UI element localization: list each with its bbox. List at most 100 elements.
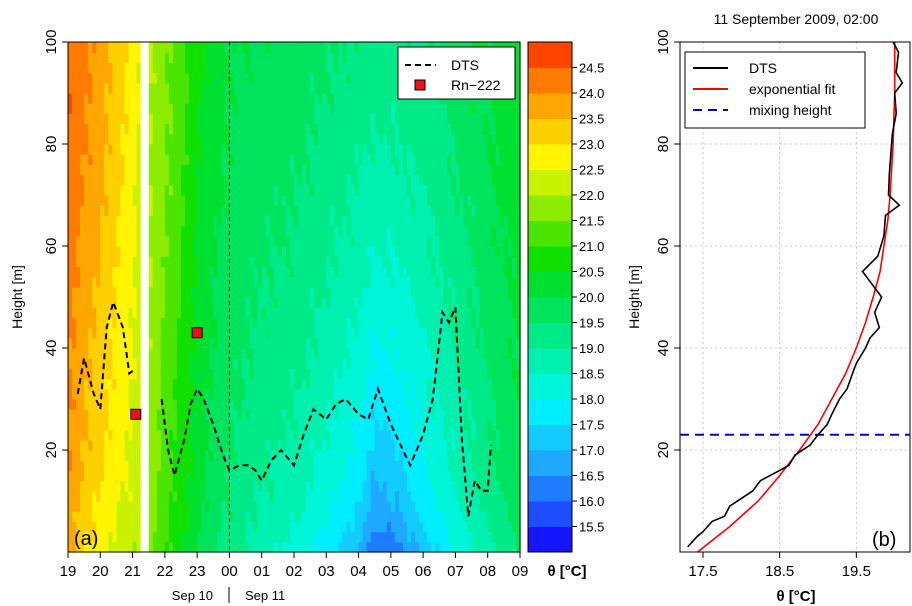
heatmap-cell [374,358,380,369]
heatmap-cell [181,541,186,553]
heatmap-cell [382,450,388,461]
heatmap-cell [415,378,420,390]
heatmap-cell [310,225,315,237]
heatmap-cell [435,103,440,114]
heatmap-cell [237,256,243,267]
heatmap-cell [181,358,186,369]
heatmap-cell [427,266,432,278]
heatmap-cell [168,42,174,53]
heatmap-cell [451,205,457,216]
heatmap-cell [419,409,424,420]
heatmap-cell [378,144,384,155]
heatmap-cell [213,490,218,502]
heatmap-cell [112,256,118,267]
heatmap-cell [108,235,113,247]
heatmap-cell [68,72,73,84]
heatmap-cell [447,348,452,359]
heatmap-cell [459,388,465,400]
heatmap-cell [411,246,416,257]
heatmap-cell [314,144,319,155]
heatmap-cell [402,164,408,176]
heatmap-cell [185,297,190,308]
heatmap-cell [140,337,146,349]
heatmap-cell [298,531,303,543]
heatmap-cell [310,82,315,94]
heatmap-cell [386,93,392,104]
heatmap-cell [374,470,380,482]
heatmap-cell [326,531,331,543]
heatmap-cell [156,429,162,441]
heatmap-cell [302,144,307,155]
heatmap-cell [225,93,231,104]
heatmap-cell [459,256,465,267]
heatmap-cell [160,348,166,359]
heatmap-cell [217,205,222,216]
heatmap-cell [245,388,251,400]
heatmap-cell [306,327,311,339]
heatmap-cell [398,409,404,420]
heatmap-cell [378,154,384,165]
heatmap-cell [205,93,210,104]
heatmap-cell [181,62,186,74]
heatmap-cell [398,174,404,186]
heatmap-cell [334,419,339,431]
heatmap-cell [88,52,93,63]
heatmap-cell [269,93,275,104]
heatmap-cell [80,195,85,206]
heatmap-cell [229,42,235,53]
heatmap-cell [209,307,214,318]
heatmap-cell [120,154,126,165]
heatmap-cell [326,388,331,400]
heatmap-cell [92,460,97,471]
heatmap-cell [306,399,311,410]
heatmap-cell [201,42,206,53]
heatmap-cell [193,144,198,155]
heatmap-cell [443,205,448,216]
heatmap-cell [419,276,424,288]
heatmap-cell [358,205,364,216]
heatmap-cell [112,317,118,329]
heatmap-cell [233,123,239,135]
heatmap-cell [112,72,118,84]
heatmap-cell [189,93,194,104]
heatmap-cell [265,358,271,369]
heatmap-cell [148,266,154,278]
heatmap-cell [148,154,154,165]
heatmap-cell [398,286,404,298]
heatmap-cell [241,225,247,237]
heatmap-cell [277,82,283,94]
heatmap-cell [152,317,158,329]
heatmap-cell [164,307,170,318]
heatmap-cell [350,409,356,420]
heatmap-cell [366,235,372,247]
heatmap-cell [193,286,198,298]
heatmap-cell [265,276,271,288]
heatmap-cell [221,419,226,431]
heatmap-cell [152,348,158,359]
heatmap-cell [298,348,303,359]
heatmap-cell [285,541,291,553]
heatmap-cell [92,62,97,74]
heatmap-cell [459,480,465,492]
heatmap-cell [281,123,287,135]
heatmap-cell [394,460,400,471]
heatmap-cell [209,93,214,104]
heatmap-cell [132,490,138,502]
heatmap-cell [415,235,420,247]
heatmap-cell [136,225,142,237]
heatmap-cell [164,501,170,512]
heatmap-cell [156,450,162,461]
heatmap-cell [128,297,134,308]
heatmap-cell [294,480,299,492]
heatmap-cell [294,399,299,410]
heatmap-cell [415,327,420,339]
heatmap-cell [334,154,339,165]
heatmap-cell [415,409,420,420]
heatmap-cell [330,205,335,216]
heatmap-cell [374,378,380,390]
heatmap-cell [407,195,412,206]
heatmap-cell [269,297,275,308]
heatmap-cell [374,174,380,186]
heatmap-cell [285,205,291,216]
